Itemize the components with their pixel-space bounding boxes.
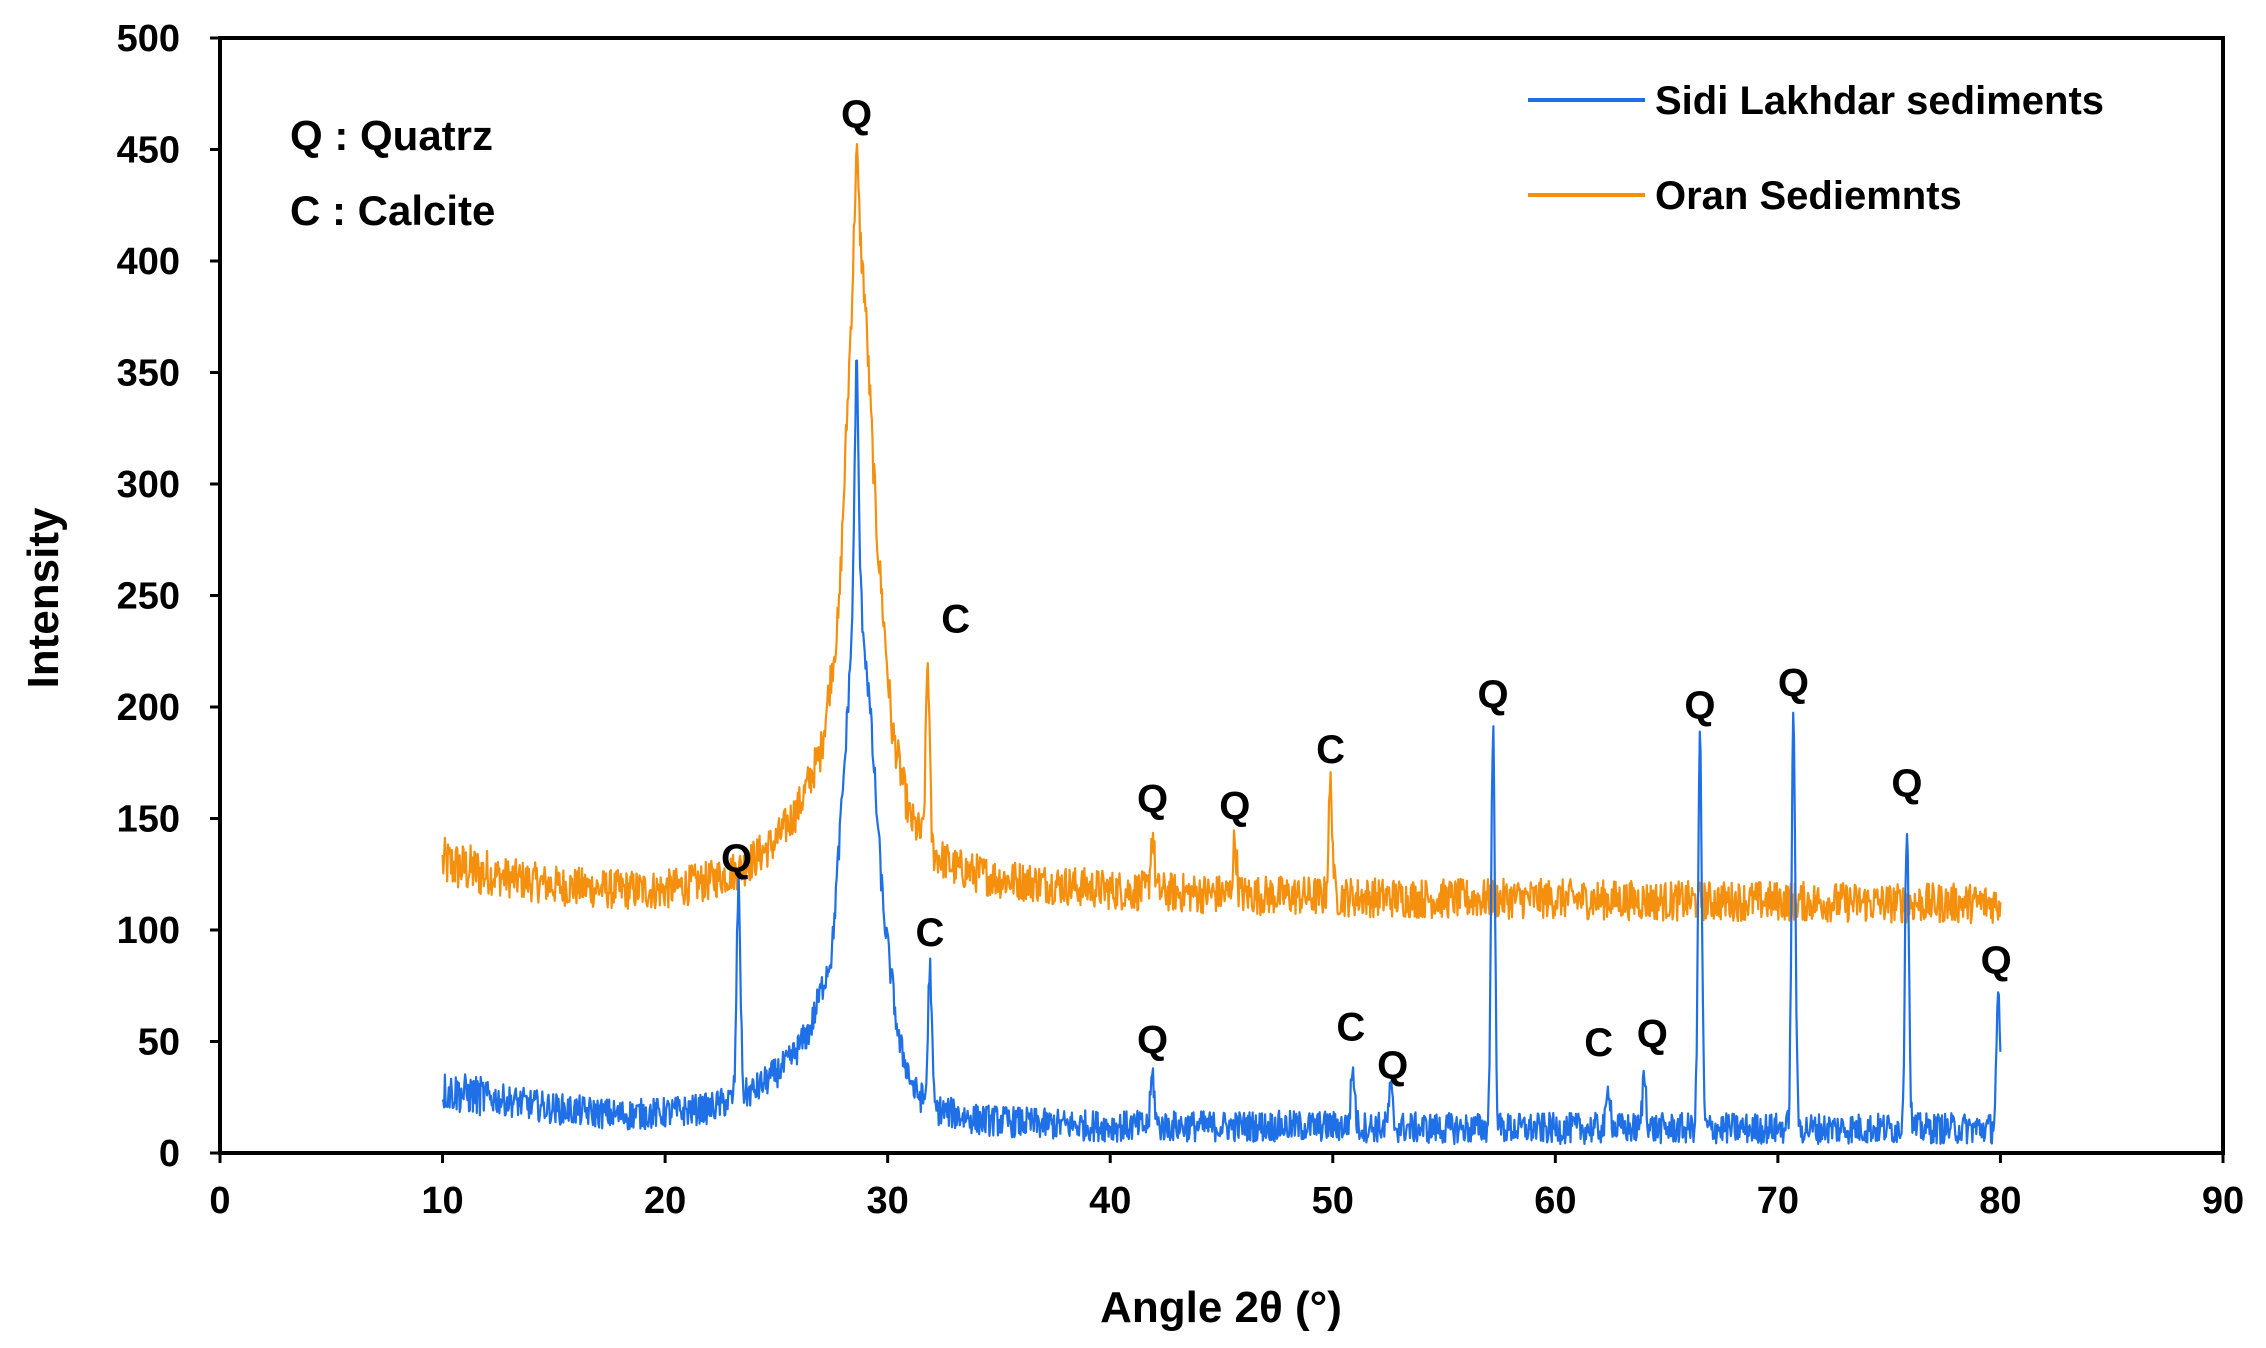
x-tick-label: 20 <box>644 1180 686 1222</box>
x-tick-label: 90 <box>2202 1180 2244 1222</box>
peak-label: C <box>916 911 945 955</box>
peak-label: C <box>941 597 970 641</box>
peak-label: Q <box>1891 762 1922 806</box>
series-layer <box>441 143 2002 1146</box>
y-tick-label: 0 <box>159 1133 180 1175</box>
legend-label-sidi-lakhdar: Sidi Lakhdar sediments <box>1655 79 2104 123</box>
x-tick-label: 80 <box>1979 1180 2021 1222</box>
x-tick-label: 10 <box>421 1180 463 1222</box>
peak-label: Q <box>841 93 872 137</box>
y-tick-label: 200 <box>117 687 180 729</box>
y-tick-labels: 0 50 100 150 200 250 300 350 400 450 500 <box>117 18 180 1175</box>
legend: Sidi Lakhdar sediments Oran Sediemnts <box>1528 79 2104 218</box>
y-tick-label: 300 <box>117 464 180 506</box>
peak-label: C <box>1316 728 1345 772</box>
x-tick-label: 60 <box>1534 1180 1576 1222</box>
peak-label: Q <box>1377 1044 1408 1088</box>
peak-label: Q <box>1477 672 1508 716</box>
series-line-sidi-lakhdar <box>441 359 2002 1146</box>
x-tick-label: 70 <box>1757 1180 1799 1222</box>
tick-layer <box>210 36 2225 1163</box>
y-tick-label: 400 <box>117 241 180 283</box>
peak-label: C <box>1584 1021 1613 1065</box>
x-tick-label: 30 <box>867 1180 909 1222</box>
y-tick-label: 150 <box>117 799 180 841</box>
y-tick-label: 500 <box>117 18 180 60</box>
peak-label: Q <box>1137 1018 1168 1062</box>
y-axis-title: Intensity <box>19 507 68 688</box>
peak-label: Q <box>1137 777 1168 821</box>
y-tick-label: 100 <box>117 910 180 952</box>
y-tick-label: 350 <box>117 353 180 395</box>
x-tick-label: 50 <box>1312 1180 1354 1222</box>
series-line-oran <box>441 143 2002 925</box>
peak-label: Q <box>1637 1012 1668 1056</box>
peak-label: Q <box>1219 784 1250 828</box>
x-tick-label: 40 <box>1089 1180 1131 1222</box>
peak-label: Q <box>1981 938 2012 982</box>
y-tick-label: 250 <box>117 576 180 618</box>
peak-label: C <box>1336 1005 1365 1049</box>
x-tick-label: 0 <box>209 1180 230 1222</box>
y-tick-label: 50 <box>138 1022 180 1064</box>
peak-label: Q <box>721 836 752 880</box>
phase-key-calcite: C : Calcite <box>290 187 495 234</box>
phase-key-quartz: Q : Quatrz <box>290 112 493 159</box>
x-tick-labels: 0 10 20 30 40 50 60 70 80 90 <box>209 1180 2244 1222</box>
legend-label-oran: Oran Sediemnts <box>1655 174 1962 218</box>
peak-label: Q <box>1684 683 1715 727</box>
y-tick-label: 450 <box>117 130 180 172</box>
peak-label: Q <box>1778 661 1809 705</box>
x-axis-title: Angle 2θ (°) <box>1100 1283 1342 1332</box>
